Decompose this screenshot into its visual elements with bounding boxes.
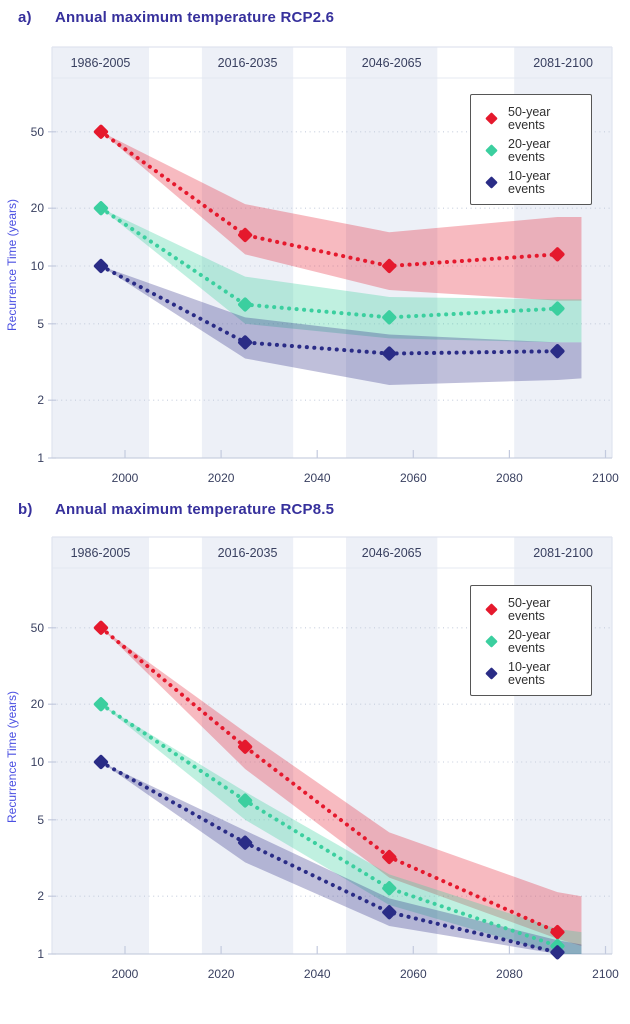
marker-diamond-navy [382, 346, 397, 361]
y-tick-label: 5 [37, 813, 44, 827]
marker-diamond-red [550, 925, 565, 940]
legend-label: 20-year events [508, 628, 551, 655]
uncertainty-band-red [100, 627, 582, 947]
marker-diamond-green [382, 881, 397, 896]
uncertainty-band-navy [100, 266, 582, 385]
marker-diamond-navy [93, 754, 109, 770]
marker-diamond-navy [550, 344, 565, 359]
uncertainty-band-green [100, 208, 582, 343]
x-tick-label: 2020 [208, 967, 235, 981]
marker-diamond-green [238, 793, 253, 808]
legend-item-20yr: 20-year events [485, 137, 585, 164]
marker-diamond-green [93, 201, 109, 216]
y-tick-label: 1 [37, 451, 44, 465]
marker-diamond-navy [238, 335, 253, 350]
panel-b-label: b) [18, 501, 33, 518]
x-tick-label: 2040 [304, 471, 331, 485]
x-tick-label: 2000 [112, 967, 139, 981]
period-label: 2016-2035 [218, 56, 278, 70]
x-tick-label: 2080 [496, 471, 523, 485]
x-tick-label: 2060 [400, 967, 427, 981]
panel-b-title-text: Annual maximum temperature RCP8.5 [55, 501, 335, 518]
period-label: 2046-2065 [362, 56, 422, 70]
uncertainty-band-navy [100, 762, 582, 954]
marker-diamond-navy [93, 258, 109, 274]
marker-diamond-red [93, 124, 109, 139]
legend-a: 50-year events 20-year events 10-year ev… [470, 94, 592, 205]
legend-label: 50-year events [508, 105, 551, 132]
diamond-icon [485, 667, 498, 680]
x-tick-label: 2100 [592, 471, 619, 485]
marker-diamond-navy [382, 905, 397, 920]
legend-b: 50-year events 20-year events 10-year ev… [470, 585, 592, 696]
x-tick-label: 2020 [208, 471, 235, 485]
y-tick-label: 2 [37, 889, 44, 903]
panel-a-label: a) [18, 9, 32, 26]
legend-item-50yr: 50-year events [485, 596, 585, 623]
marker-diamond-red [238, 227, 253, 243]
period-label: 1986-2005 [71, 56, 131, 70]
x-tick-label: 2040 [304, 967, 331, 981]
uncertainty-band-red [100, 131, 582, 301]
marker-diamond-red [238, 739, 253, 754]
diamond-icon [485, 176, 498, 189]
period-label: 2081-2100 [533, 56, 593, 70]
legend-item-10yr: 10-year events [485, 169, 585, 196]
series-line-red [98, 129, 560, 269]
legend-item-20yr: 20-year events [485, 628, 585, 655]
marker-diamond-green [550, 301, 565, 316]
y-tick-label: 50 [31, 125, 45, 139]
y-tick-label: 50 [31, 621, 45, 635]
marker-diamond-red [550, 247, 565, 262]
x-tick-label: 2000 [112, 471, 139, 485]
marker-diamond-red [382, 258, 397, 274]
y-tick-label: 20 [31, 697, 45, 711]
y-tick-label: 2 [37, 393, 44, 407]
series-line-navy [98, 760, 560, 955]
panel-a-title-text: Annual maximum temperature RCP2.6 [55, 9, 335, 26]
period-label: 2016-2035 [218, 546, 278, 560]
panel-b-title: b) Annual maximum temperature RCP8.5 [18, 501, 334, 518]
legend-item-10yr: 10-year events [485, 660, 585, 687]
series-line-navy [98, 264, 560, 356]
diamond-icon [485, 144, 498, 157]
marker-diamond-navy [550, 945, 565, 960]
diamond-icon [485, 603, 498, 616]
series-line-green [98, 206, 560, 320]
period-column-band [346, 47, 438, 458]
period-column-band [52, 47, 150, 458]
period-column-band [201, 47, 294, 458]
y-tick-label: 20 [31, 201, 45, 215]
marker-diamond-green [93, 697, 109, 712]
legend-label: 10-year events [508, 169, 551, 196]
panel-a-title: a) Annual maximum temperature RCP2.6 [18, 9, 334, 26]
y-tick-label: 1 [37, 947, 44, 961]
period-label: 2046-2065 [362, 546, 422, 560]
marker-diamond-navy [238, 835, 253, 850]
marker-diamond-green [238, 297, 253, 312]
diamond-icon [485, 112, 498, 125]
x-tick-label: 2100 [592, 967, 619, 981]
y-tick-label: 10 [31, 259, 45, 273]
y-tick-label: 10 [31, 755, 45, 769]
uncertainty-band-green [100, 704, 582, 954]
x-tick-label: 2060 [400, 471, 427, 485]
marker-diamond-red [93, 620, 109, 635]
x-tick-label: 2080 [496, 967, 523, 981]
y-tick-label: 5 [37, 317, 44, 331]
legend-label: 20-year events [508, 137, 551, 164]
period-label: 2081-2100 [533, 546, 593, 560]
marker-diamond-green [382, 310, 397, 325]
legend-label: 10-year events [508, 660, 551, 687]
period-column-band [52, 537, 150, 954]
y-axis-label-a: Recurrence Time (years) [5, 198, 19, 332]
legend-label: 50-year events [508, 596, 551, 623]
diamond-icon [485, 635, 498, 648]
series-line-red [98, 625, 560, 935]
marker-diamond-red [382, 849, 397, 865]
legend-item-50yr: 50-year events [485, 105, 585, 132]
y-axis-label-b: Recurrence Time (years) [5, 690, 19, 824]
period-label: 1986-2005 [71, 546, 131, 560]
